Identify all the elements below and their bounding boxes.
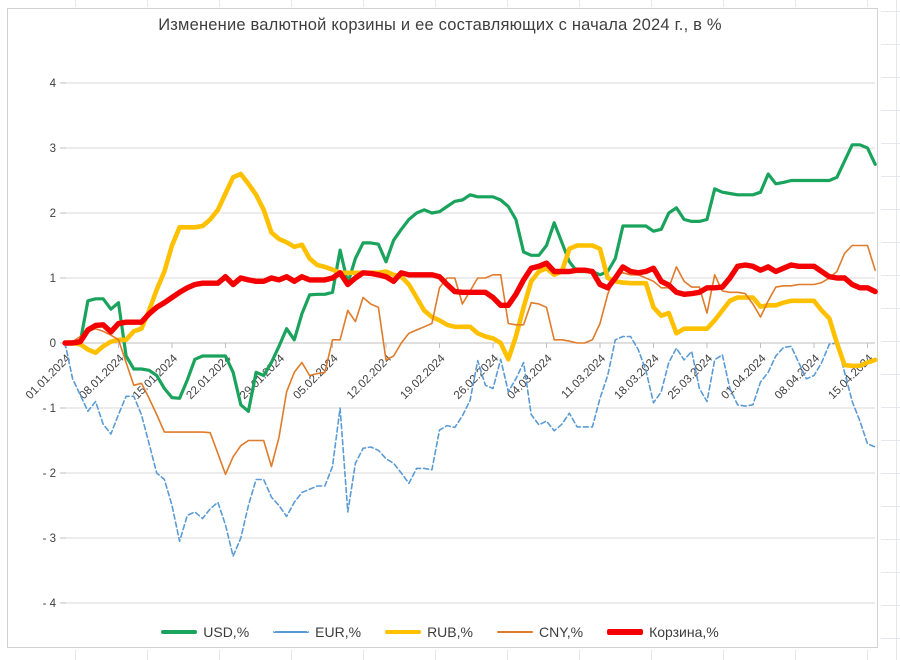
x-axis-label: 01.04.2024	[719, 352, 769, 402]
sheet-gridline	[881, 11, 900, 12]
sheet-gridline	[363, 0, 364, 7]
sheet-gridline	[435, 0, 436, 7]
x-axis-label: 18.03.2024	[612, 352, 662, 402]
legend-swatch-eur	[273, 631, 310, 633]
x-axis-label: 08.01.2024	[77, 352, 127, 402]
sheet-gridline	[881, 176, 900, 177]
sheet-gridline	[723, 0, 724, 7]
sheet-gridline	[795, 650, 796, 660]
x-axis-label: 19.02.2024	[398, 352, 448, 402]
sheet-gridline	[507, 0, 508, 7]
sheet-gridline	[75, 0, 76, 7]
x-axis-label: 04.03.2024	[505, 352, 555, 402]
x-axis-label: 26.02.2024	[452, 352, 502, 402]
sheet-gridline	[795, 0, 796, 7]
sheet-gridline	[881, 572, 900, 573]
y-axis-label: 4	[50, 78, 57, 90]
sheet-gridline	[291, 0, 292, 7]
sheet-gridline	[219, 0, 220, 7]
sheet-gridline	[881, 374, 900, 375]
legend-label: EUR,%	[315, 624, 362, 640]
x-axis-label: 05.02.2024	[291, 352, 341, 402]
y-axis-label: - 3	[43, 533, 56, 545]
sheet-gridline	[651, 0, 652, 7]
sheet-gridline	[579, 0, 580, 7]
sheet-gridline	[867, 0, 868, 7]
legend-swatch-cny	[496, 630, 533, 634]
legend-label: CNY,%	[538, 624, 584, 640]
series-line-rub	[62, 171, 878, 369]
sheet-gridline	[881, 506, 900, 507]
legend-label: USD,%	[203, 624, 250, 640]
legend-label: Корзина,%	[649, 624, 719, 640]
sheet-gridline	[579, 650, 580, 660]
sheet-gridline	[881, 110, 900, 111]
sheet-gridline	[881, 143, 900, 144]
sheet-gridline	[881, 209, 900, 210]
y-axis-label: - 4	[43, 598, 57, 610]
sheet-gridline	[881, 473, 900, 474]
legend-item-eur: EUR,%	[273, 624, 361, 640]
y-axis-label: 0	[50, 338, 56, 350]
sheet-gridline	[881, 275, 900, 276]
series-line-eur	[64, 335, 877, 558]
series-line-корзина	[62, 260, 878, 346]
sheet-gridline	[881, 308, 900, 309]
legend-swatch-rub	[385, 629, 422, 635]
sheet-gridline	[435, 650, 436, 660]
legend-item-rub: RUB,%	[385, 624, 473, 640]
x-axis-label: 15.04.2024	[826, 352, 876, 402]
sheet-gridline	[881, 407, 900, 408]
sheet-gridline	[651, 650, 652, 660]
sheet-gridline	[881, 539, 900, 540]
legend-item-usd: USD,%	[161, 624, 249, 640]
x-axis-label: 29.01.2024	[238, 352, 288, 402]
sheet-gridline	[75, 650, 76, 660]
sheet-gridline	[881, 605, 900, 606]
sheet-gridline	[881, 44, 900, 45]
y-axis-label: - 1	[43, 403, 56, 415]
sheet-gridline	[291, 650, 292, 660]
legend: USD,% EUR,% RUB,% CNY,% Корзина,%	[0, 620, 880, 644]
sheet-gridline	[723, 650, 724, 660]
sheet-gridline	[881, 77, 900, 78]
legend-label: RUB,%	[427, 624, 473, 640]
legend-swatch-usd	[161, 630, 198, 634]
y-axis-label: 2	[50, 208, 56, 220]
sheet-gridline	[896, 0, 897, 660]
sheet-gridline	[867, 650, 868, 660]
sheet-gridline	[363, 650, 364, 660]
legend-swatch-корзина	[607, 629, 644, 635]
y-axis-label: 3	[50, 143, 56, 155]
sheet-gridline	[881, 638, 900, 639]
y-axis-label: 1	[50, 273, 56, 285]
sheet-gridline	[507, 650, 508, 660]
chart-title: Изменение валютной корзины и ее составля…	[158, 16, 722, 34]
legend-item-корзина: Корзина,%	[607, 624, 719, 640]
sheet-gridline	[881, 440, 900, 441]
chart-frame	[7, 8, 878, 648]
sheet-gridline	[219, 650, 220, 660]
sheet-gridline	[147, 0, 148, 7]
legend-item-cny: CNY,%	[496, 624, 584, 640]
y-axis-label: - 2	[43, 468, 56, 480]
series-line-usd	[63, 143, 877, 413]
x-axis-label: 01.01.2024	[24, 352, 74, 402]
sheet-gridline	[881, 242, 900, 243]
sheet-gridline	[147, 650, 148, 660]
sheet-gridline	[881, 341, 900, 342]
